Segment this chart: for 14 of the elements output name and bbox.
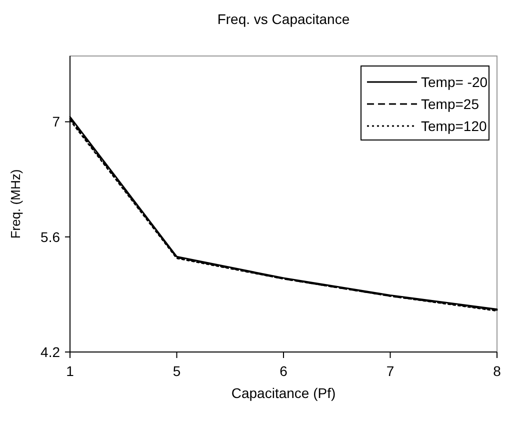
y-tick-label: 4.2 <box>40 344 60 360</box>
chart-title: Freq. vs Capacitance <box>217 11 350 27</box>
x-tick-label: 7 <box>386 363 394 379</box>
x-tick-label: 6 <box>280 363 288 379</box>
legend-label: Temp= -20 <box>421 74 488 90</box>
x-tick-label: 1 <box>66 363 74 379</box>
y-tick-label: 5.6 <box>40 228 60 245</box>
y-axis-title: Freq. (MHz) <box>8 169 23 239</box>
legend-label: Temp=25 <box>421 96 480 112</box>
x-tick-label: 8 <box>493 363 502 379</box>
x-tick-label: 5 <box>172 363 181 379</box>
x-axis-title: Capacitance (Pf) <box>231 385 336 401</box>
legend-label: Temp=120 <box>421 118 487 134</box>
y-tick-label: 7 <box>52 114 60 130</box>
